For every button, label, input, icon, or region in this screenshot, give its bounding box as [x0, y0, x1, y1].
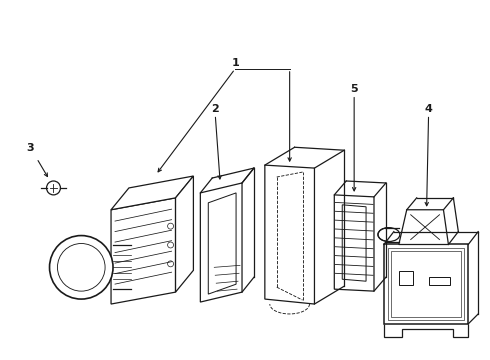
Polygon shape — [111, 176, 194, 210]
Circle shape — [49, 235, 113, 299]
Text: 1: 1 — [231, 58, 239, 68]
Polygon shape — [342, 205, 366, 281]
Polygon shape — [175, 176, 194, 292]
Polygon shape — [208, 193, 236, 294]
Polygon shape — [399, 210, 448, 244]
Polygon shape — [384, 244, 468, 324]
Polygon shape — [265, 165, 315, 304]
Text: 4: 4 — [425, 104, 433, 113]
Text: 2: 2 — [211, 104, 219, 113]
Text: 5: 5 — [350, 84, 358, 94]
Ellipse shape — [378, 228, 400, 242]
Polygon shape — [334, 195, 374, 291]
Polygon shape — [200, 183, 242, 302]
Text: 3: 3 — [26, 143, 33, 153]
Polygon shape — [111, 198, 175, 304]
